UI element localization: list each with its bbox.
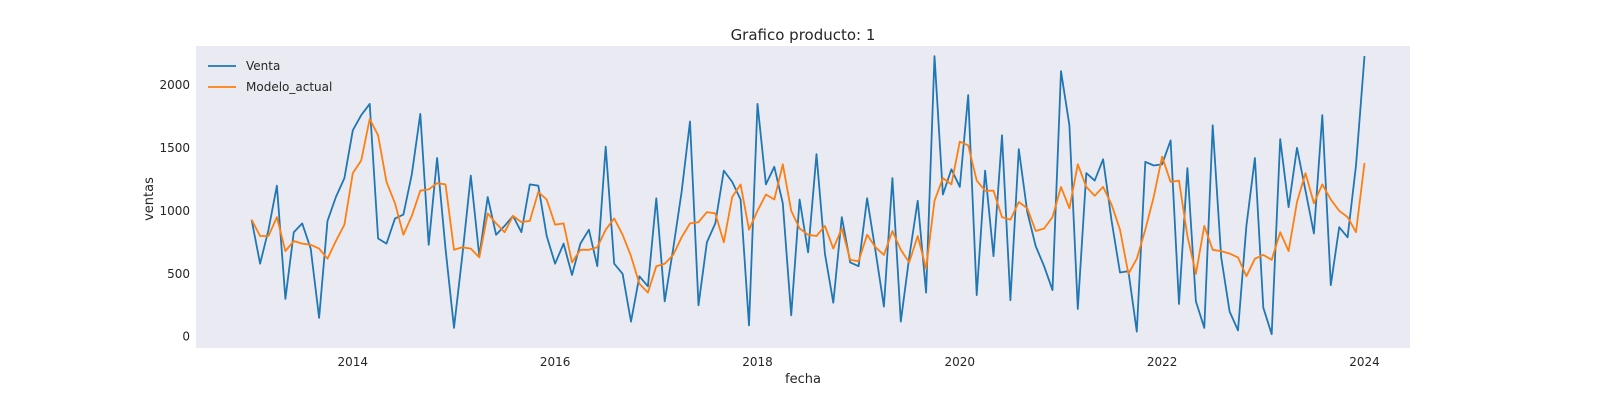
- y-axis-ticks: 0 500 1000 1500 2000: [159, 78, 190, 344]
- x-tick-label: 2022: [1147, 355, 1178, 369]
- legend-label: Modelo_actual: [246, 80, 332, 94]
- x-tick-label: 2016: [540, 355, 571, 369]
- y-tick-label: 1500: [159, 141, 190, 155]
- y-axis-label: ventas: [142, 177, 157, 221]
- chart-title: Grafico producto: 1: [731, 26, 876, 44]
- y-tick-label: 2000: [159, 78, 190, 92]
- x-tick-label: 2024: [1349, 355, 1380, 369]
- series-layer: [250, 55, 1366, 336]
- series-line-modelo-actual: [250, 118, 1366, 294]
- y-tick-label: 0: [182, 330, 190, 344]
- plot-area: [196, 46, 1410, 348]
- y-tick-label: 1000: [159, 204, 190, 218]
- x-axis-ticks: 2014 2016 2018 2020 2022 2024: [338, 355, 1380, 369]
- x-axis-label: fecha: [785, 372, 821, 387]
- legend-label: Venta: [246, 59, 280, 73]
- y-tick-label: 500: [167, 267, 190, 281]
- x-tick-label: 2018: [742, 355, 773, 369]
- x-tick-label: 2014: [338, 355, 369, 369]
- legend: Venta Modelo_actual: [208, 59, 332, 94]
- series-line-venta: [250, 55, 1366, 336]
- x-tick-label: 2020: [945, 355, 976, 369]
